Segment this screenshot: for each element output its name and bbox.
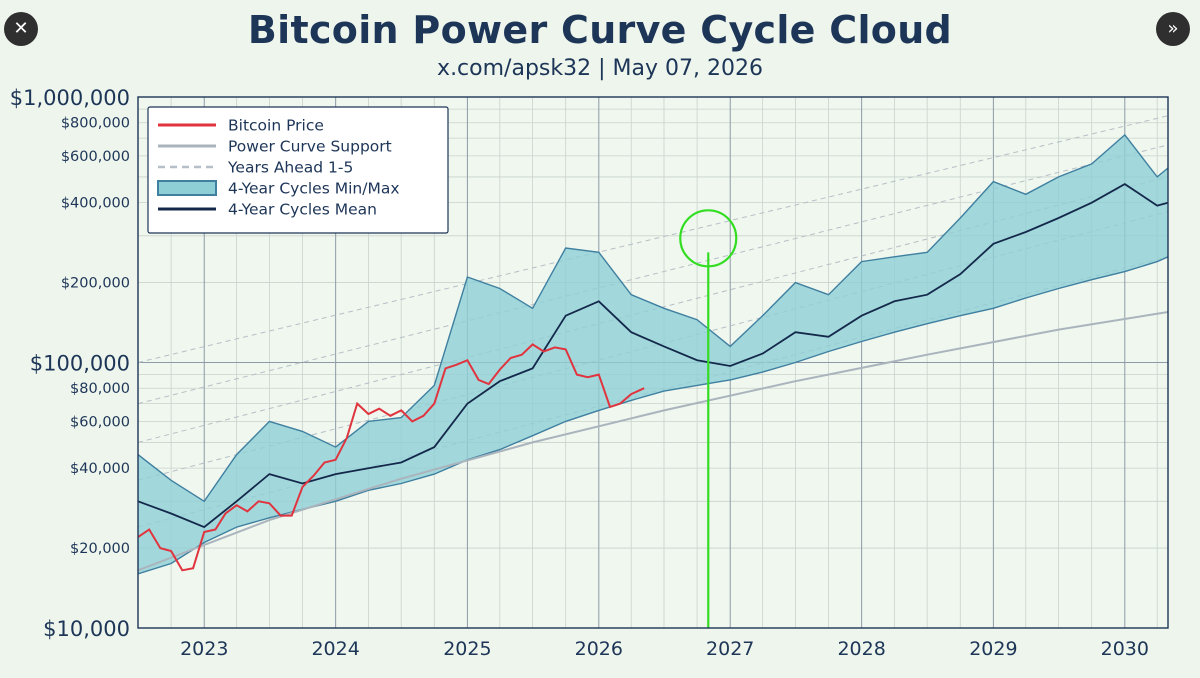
- y-tick-label-major: $10,000: [43, 617, 130, 641]
- legend-label: Power Curve Support: [228, 138, 392, 156]
- bitcoin-price-line: [138, 343, 645, 572]
- chart-subtitle: x.com/apsk32 | May 07, 2026: [437, 56, 763, 81]
- x-tick-label: 2024: [311, 638, 359, 660]
- y-tick-label-minor: $60,000: [70, 414, 130, 430]
- chart-title: Bitcoin Power Curve Cycle Cloud: [247, 8, 953, 52]
- legend-box: [147, 106, 449, 234]
- years-ahead-line: [138, 115, 1168, 363]
- legend-label: Years Ahead 1-5: [227, 159, 353, 177]
- y-tick-label-minor: $400,000: [61, 196, 130, 212]
- y-tick-label-minor: $800,000: [61, 116, 130, 132]
- y-tick-label-minor: $200,000: [61, 276, 130, 292]
- y-tick-label-major: $100,000: [30, 352, 130, 376]
- x-tick-label: 2029: [969, 638, 1017, 660]
- y-tick-label-major: $1,000,000: [10, 86, 130, 110]
- y-tick-label-minor: $40,000: [70, 461, 130, 477]
- close-icon[interactable]: ✕: [4, 12, 38, 46]
- y-tick-label-minor: $80,000: [70, 381, 130, 397]
- x-tick-label: 2026: [575, 638, 623, 660]
- power-curve-support-line: [138, 311, 1168, 572]
- cycle-mean-line: [138, 183, 1168, 529]
- plot-frame: [137, 96, 1169, 629]
- legend-label: 4-Year Cycles Mean: [228, 201, 377, 219]
- y-tick-label-minor: $20,000: [70, 541, 130, 557]
- x-tick-label: 2030: [1101, 638, 1149, 660]
- y-tick-label-minor: $600,000: [61, 149, 130, 165]
- forward-icon[interactable]: »: [1156, 12, 1190, 46]
- x-tick-label: 2027: [706, 638, 754, 660]
- x-tick-label: 2023: [180, 638, 228, 660]
- legend-label: Bitcoin Price: [228, 117, 324, 135]
- plot-series: [138, 115, 1168, 628]
- x-tick-label: 2025: [443, 638, 491, 660]
- cycle-cloud-max-line: [138, 133, 1168, 503]
- legend-swatch-cloud: [157, 180, 217, 196]
- legend-label: 4-Year Cycles Min/Max: [228, 180, 400, 198]
- marker-circle: [679, 209, 738, 268]
- x-tick-label: 2028: [837, 638, 885, 660]
